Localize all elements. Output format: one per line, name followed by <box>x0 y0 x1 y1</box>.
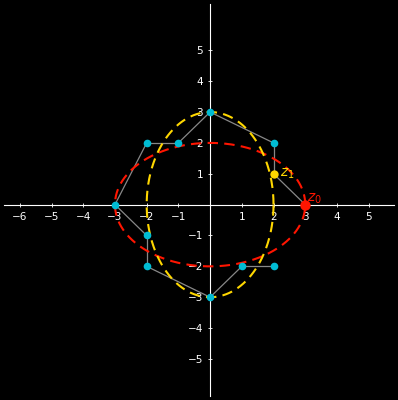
Text: $z_0$: $z_0$ <box>307 192 322 206</box>
Text: $z_1$: $z_1$ <box>280 167 295 181</box>
